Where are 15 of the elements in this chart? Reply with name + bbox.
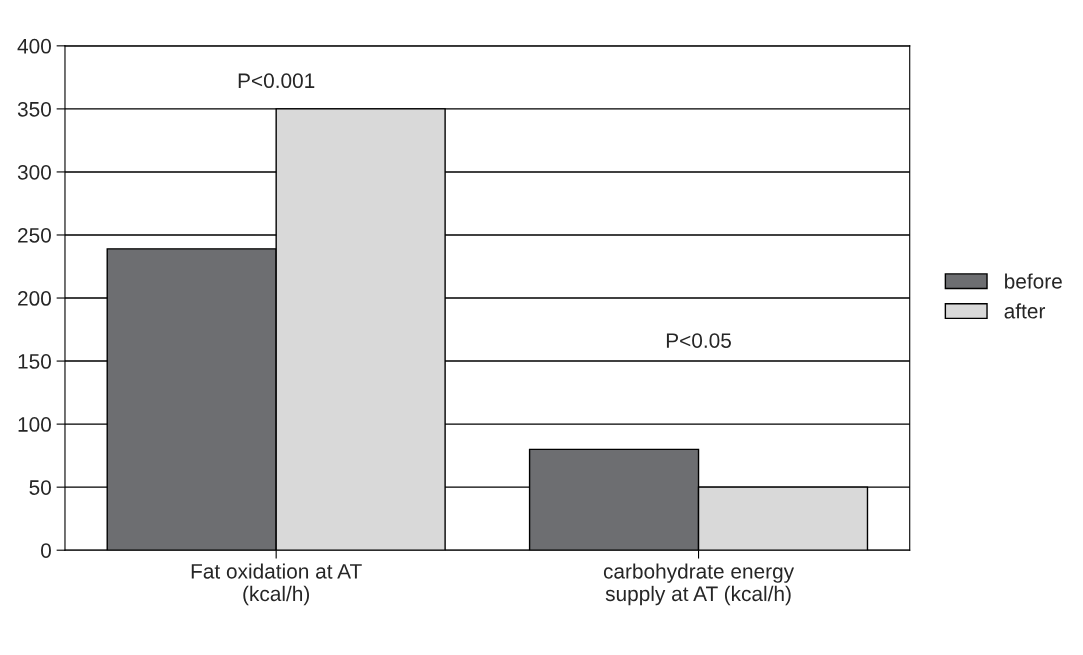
y-tick-label: 200 [18,291,51,306]
y-tick-label: 350 [17,101,51,117]
legend-label: after [1004,303,1046,319]
x-tick-label: Fat oxidation at AT (kcal/h) [191,563,362,606]
legend-label: before [1005,273,1062,289]
annotation: P<0.001 [238,73,315,89]
x-tick-label: carbohydrate energy supply at AT (kcal/h) [603,563,795,606]
annotation: P<0.05 [666,333,731,348]
y-tick-label: 300 [17,164,51,180]
y-tick-label: 150 [18,354,51,369]
y-tick-label: 0 [41,543,51,558]
y-tick-label: 250 [18,227,51,243]
y-tick-label: 50 [29,480,51,495]
y-tick-label: 400 [17,38,51,54]
y-tick-label: 100 [18,417,51,432]
